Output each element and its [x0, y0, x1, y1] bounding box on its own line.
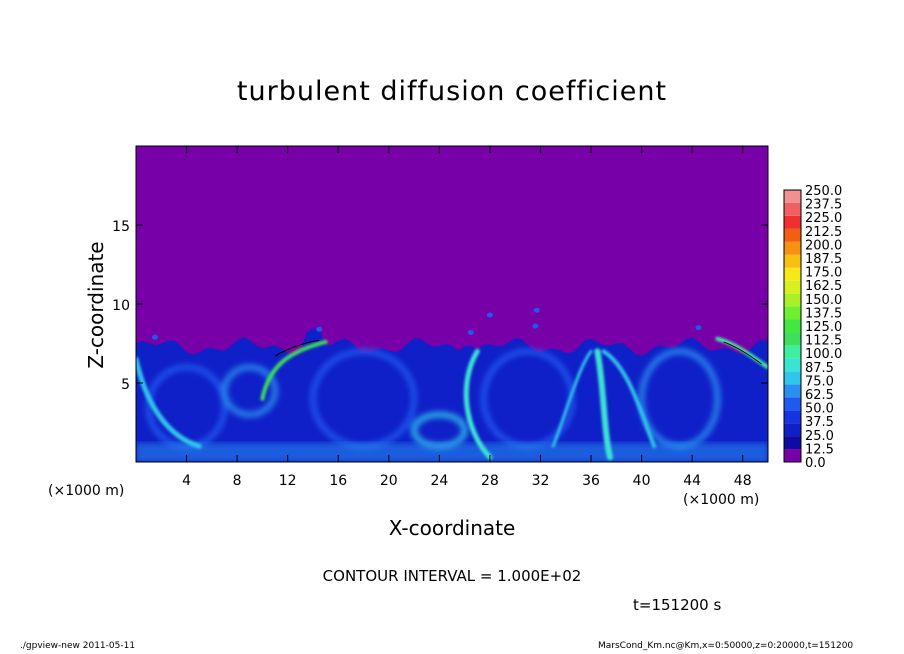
- x-tick-label: 36: [582, 473, 600, 489]
- colorbar-label: 225.0: [805, 211, 842, 226]
- colorbar-label: 87.5: [805, 361, 834, 376]
- colorbar-label: 37.5: [805, 415, 834, 430]
- colorbar-swatch: [784, 384, 801, 398]
- colorbar-label: 50.0: [805, 402, 834, 417]
- plot-area: [136, 146, 768, 462]
- colorbar-label: 162.5: [805, 279, 842, 294]
- colorbar-swatch: [784, 332, 801, 346]
- colorbar-swatch: [784, 241, 801, 255]
- colorbar-label: 100.0: [805, 347, 842, 362]
- colorbar-label: 125.0: [805, 320, 842, 335]
- colorbar-swatch: [784, 306, 801, 320]
- x-tick-label: 24: [430, 473, 448, 489]
- colorbar-swatch: [784, 358, 801, 372]
- colorbar-swatch: [784, 410, 801, 424]
- x-tick-label: 20: [380, 473, 398, 489]
- colorbar-label: 0.0: [805, 456, 826, 471]
- blob-1: [467, 329, 474, 335]
- colorbar-swatch: [784, 449, 801, 462]
- x-tick-label: 8: [233, 473, 242, 489]
- x-axis-unit: (×1000 m): [683, 492, 760, 508]
- plume-5: [601, 349, 657, 449]
- plume-0: [136, 356, 202, 449]
- footer-right-text: MarsCond_Km.nc@Km,x=0:50000,z=0:20000,t=…: [598, 641, 854, 651]
- mixed-layer: [136, 328, 768, 462]
- x-tick-label: 40: [633, 473, 651, 489]
- plume-2: [463, 348, 493, 460]
- plume-6: [551, 349, 593, 448]
- y-axis: 5 10 15: [112, 219, 768, 393]
- swirl-1: [221, 364, 279, 418]
- blob-6: [151, 334, 158, 340]
- colorbar-swatch: [784, 202, 801, 216]
- colorbar-swatch: [784, 345, 801, 359]
- blob-0: [316, 326, 323, 332]
- x-tick-label: 28: [481, 473, 499, 489]
- x-tick-label: 32: [532, 473, 550, 489]
- chart-title: turbulent diffusion coefficient: [236, 76, 668, 107]
- colorbar-swatch: [784, 267, 801, 281]
- colorbar-label: 237.5: [805, 198, 842, 213]
- plume-3: [594, 348, 613, 461]
- surface-layer: [136, 443, 768, 462]
- colorbar-swatch: [784, 190, 801, 203]
- contour-interval-text: CONTOUR INTERVAL = 1.000E+02: [322, 567, 582, 585]
- x-tick-label: 48: [734, 473, 752, 489]
- colorbar-swatch: [784, 293, 801, 307]
- colorbar-label: 250.0: [805, 184, 842, 199]
- colorbar-label: 137.5: [805, 306, 842, 321]
- colorbar: 0.012.525.037.550.062.575.087.5100.0112.…: [783, 184, 842, 471]
- plume-group: [136, 336, 768, 461]
- x-tick-label: 4: [182, 473, 191, 489]
- colorbar-label: 25.0: [805, 429, 834, 444]
- y-axis-unit: (×1000 m): [48, 483, 125, 499]
- colorbar-label: 187.5: [805, 252, 842, 267]
- blob-4: [533, 307, 540, 313]
- colorbar-swatch: [784, 319, 801, 333]
- x-axis-label: X-coordinate: [388, 516, 516, 540]
- y-tick-label: 15: [112, 219, 130, 235]
- x-tick-label: 16: [329, 473, 347, 489]
- colorbar-label: 75.0: [805, 374, 834, 389]
- colorbar-label: 112.5: [805, 334, 842, 349]
- blob-2: [486, 312, 493, 318]
- colorbar-label: 62.5: [805, 388, 834, 403]
- colorbar-swatch: [784, 436, 801, 450]
- colorbar-swatch: [784, 371, 801, 385]
- colorbar-swatch: [784, 228, 801, 242]
- x-tick-label: 12: [279, 473, 297, 489]
- colorbar-swatch: [784, 280, 801, 294]
- blob-5: [695, 325, 702, 331]
- plume-4: [715, 336, 768, 370]
- colorbar-swatch: [784, 254, 801, 268]
- colorbar-label: 212.5: [805, 225, 842, 240]
- x-tick-label: 44: [683, 473, 701, 489]
- colorbar-label: 150.0: [805, 293, 842, 308]
- colorbar-swatch: [784, 215, 801, 229]
- blob-3: [532, 323, 539, 329]
- colorbar-frame: [783, 189, 802, 463]
- contour-line-0: [274, 339, 320, 357]
- y-tick-label: 10: [112, 298, 130, 314]
- colorbar-swatch: [784, 397, 801, 411]
- colorbar-label: 12.5: [805, 442, 834, 457]
- x-axis: 4 8 12 16 20 24 28 32 36 40 44 48: [182, 146, 752, 489]
- time-stamp: t=151200 s: [633, 596, 722, 614]
- contour-line-1: [723, 341, 762, 365]
- colorbar-label: 175.0: [805, 266, 842, 281]
- colorbar-swatch: [784, 423, 801, 437]
- footer-left-text: ./gpview-new 2011-05-11: [20, 641, 136, 651]
- y-tick-label: 5: [121, 377, 130, 393]
- colorbar-label: 200.0: [805, 238, 842, 253]
- plume-1: [260, 339, 328, 401]
